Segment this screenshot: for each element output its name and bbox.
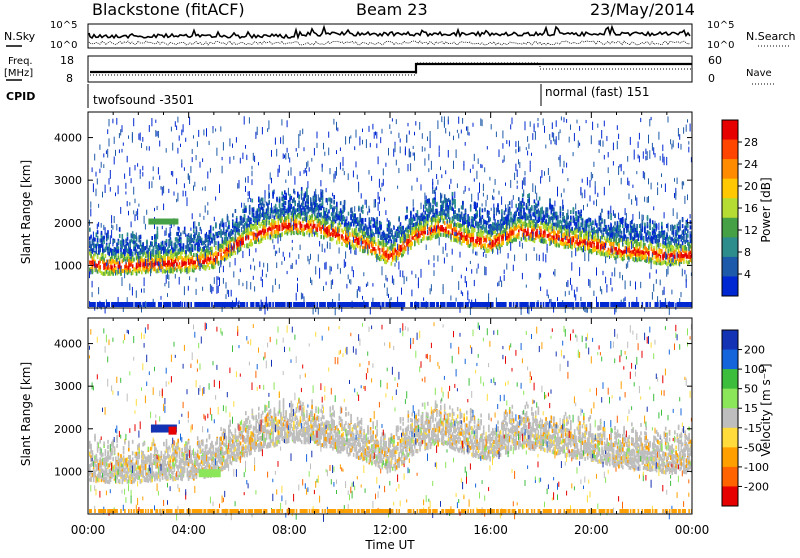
colorbar-segment (722, 257, 738, 277)
nsearch-trace (89, 41, 690, 45)
cpid-label: CPID (6, 90, 35, 103)
colorbar-tick-label: 200 (744, 344, 765, 357)
station-title: Blackstone (fitACF) (92, 0, 245, 19)
colorbar-segment (722, 330, 738, 350)
y-tick-label: 3000 (54, 380, 82, 393)
y-tick-label: 2000 (54, 423, 82, 436)
x-tick-label: 04:00 (171, 523, 206, 537)
velocity-cbar-label: Velocity [m s⁻¹] (759, 363, 773, 456)
y-tick-label: 1000 (54, 259, 82, 272)
colorbar-tick-label: 16 (744, 202, 758, 215)
x-tick-label: 20:00 (574, 523, 609, 537)
colorbar-segment (722, 369, 738, 389)
colorbar-tick-label: -200 (744, 480, 769, 493)
colorbar-segment (722, 447, 738, 467)
colorbar-segment (722, 120, 738, 140)
freq-label-line1: Freq. (8, 56, 33, 67)
date-title: 23/May/2014 (590, 0, 695, 19)
noise-right-tick-bottom: 10^0 (707, 40, 734, 51)
cpid-mode-1: twofsound -3501 (93, 93, 194, 107)
colorbar-tick-label: 20 (744, 180, 758, 193)
power-panel: 1000 2000 3000 4000 Slant Range [km] 28 24 20… (19, 112, 773, 315)
y-tick-label: 4000 (54, 338, 82, 351)
beam-title: Beam 23 (356, 0, 428, 19)
nsky-trace (89, 27, 690, 38)
freq-label-line2: [MHz] (4, 68, 33, 79)
colorbar-segment (722, 467, 738, 487)
colorbar-segment (722, 179, 738, 199)
colorbar-segment (722, 389, 738, 409)
x-tick-label: 16:00 (473, 523, 508, 537)
colorbar-tick-label: 12 (744, 224, 758, 237)
freq-left-tick-bottom: 8 (66, 72, 73, 85)
freq-left-tick-top: 18 (60, 54, 74, 67)
colorbar-tick-label: 24 (744, 158, 758, 171)
noise-left-tick-bottom: 10^0 (50, 40, 77, 51)
colorbar-segment (722, 198, 738, 218)
x-axis-ticks: 00:00 04:00 08:00 12:00 16:00 20:00 00:00 (71, 523, 710, 537)
noise-left-tick-top: 10^5 (50, 20, 77, 31)
freq-panel: Freq. [MHz] 18 8 60 0 Nave (4, 54, 776, 85)
x-tick-label: 08:00 (272, 523, 307, 537)
nsearch-label: N.Search (746, 30, 796, 43)
power-colorbar: 28 24 20 16 12 8 4 (722, 120, 758, 297)
nave-right-tick-top: 60 (708, 54, 722, 67)
y-tick-label: 4000 (54, 132, 82, 145)
colorbar-tick-label: 4 (744, 268, 751, 281)
colorbar-tick-label: 15 (744, 402, 758, 415)
x-axis-label: Time UT (364, 538, 415, 552)
nsky-label: N.Sky (4, 30, 36, 43)
colorbar-tick-label: 50 (744, 383, 758, 396)
power-ylabel: Slant Range [km] (19, 160, 33, 264)
noise-panel: N.Sky N.Search 10^5 10^0 10^5 10^0 (4, 20, 796, 51)
nave-right-tick-bottom: 0 (708, 72, 715, 85)
velocity-ylabel: Slant Range [km] (19, 362, 33, 466)
x-tick-label: 00:00 (675, 523, 710, 537)
power-cbar-label: Power [dB] (759, 177, 773, 242)
colorbar-segment (722, 408, 738, 428)
noise-right-tick-top: 10^5 (707, 20, 734, 31)
colorbar-segment (722, 218, 738, 238)
colorbar-segment (722, 276, 738, 296)
colorbar-segment (722, 428, 738, 448)
colorbar-segment (722, 486, 738, 506)
colorbar-tick-label: -100 (744, 461, 769, 474)
cpid-panel: CPID twofsound -3501 normal (fast) 151 (6, 84, 649, 108)
x-tick-label: 12:00 (373, 523, 408, 537)
y-tick-label: 3000 (54, 174, 82, 187)
nave-label: Nave (746, 68, 772, 79)
cpid-mode-2: normal (fast) 151 (545, 85, 649, 99)
colorbar-segment (722, 140, 738, 160)
y-tick-label: 1000 (54, 465, 82, 478)
colorbar-tick-label: 8 (744, 246, 751, 259)
x-tick-label: 00:00 (71, 523, 106, 537)
colorbar-tick-label: 28 (744, 136, 758, 149)
colorbar-segment (722, 350, 738, 370)
colorbar-segment (722, 237, 738, 257)
y-tick-label: 2000 (54, 217, 82, 230)
colorbar-segment (722, 159, 738, 179)
